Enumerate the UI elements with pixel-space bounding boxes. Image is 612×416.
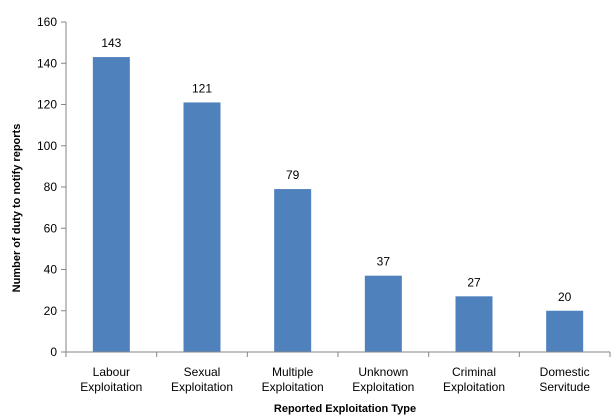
x-category-label: Labour Exploitation <box>80 365 142 394</box>
y-tick-label: 100 <box>37 139 57 153</box>
y-tick-label: 20 <box>44 304 58 318</box>
x-category-label: Multiple Exploitation <box>262 365 324 394</box>
bar-value-label: 37 <box>377 255 391 269</box>
y-tick-label: 140 <box>37 56 57 70</box>
bar-value-label: 121 <box>192 81 212 95</box>
bar-value-label: 143 <box>101 36 121 50</box>
bar <box>274 189 312 352</box>
bar <box>92 57 130 352</box>
bar-value-label: 27 <box>467 275 481 289</box>
y-axis: 0 20 40 60 80 100 120 140 160 <box>37 15 67 359</box>
x-axis: Labour Exploitation Sexual Exploitation Mult… <box>65 351 611 394</box>
y-tick-label: 80 <box>44 180 58 194</box>
bars-group <box>92 57 584 352</box>
bar <box>455 296 493 352</box>
x-category-label: Domestic Servitude <box>539 365 590 394</box>
y-tick-label: 0 <box>50 345 57 359</box>
y-tick-label: 60 <box>44 221 58 235</box>
bar <box>364 275 402 352</box>
bar <box>183 102 221 352</box>
x-axis-title: Reported Exploitation Type <box>274 403 416 415</box>
bar-value-label: 20 <box>558 290 572 304</box>
x-category-label: Unknown Exploitation <box>352 365 414 394</box>
bar-value-label: 79 <box>286 168 300 182</box>
y-tick-label: 120 <box>37 98 57 112</box>
x-category-label: Sexual Exploitation <box>171 365 233 394</box>
x-category-label: Criminal Exploitation <box>443 365 505 394</box>
value-labels-group: 143 121 79 37 27 20 <box>101 36 571 304</box>
y-tick-label: 160 <box>37 15 57 29</box>
y-tick-label: 40 <box>44 263 58 277</box>
bar <box>546 310 584 352</box>
y-axis-title: Number of duty to notify reports <box>11 124 23 293</box>
